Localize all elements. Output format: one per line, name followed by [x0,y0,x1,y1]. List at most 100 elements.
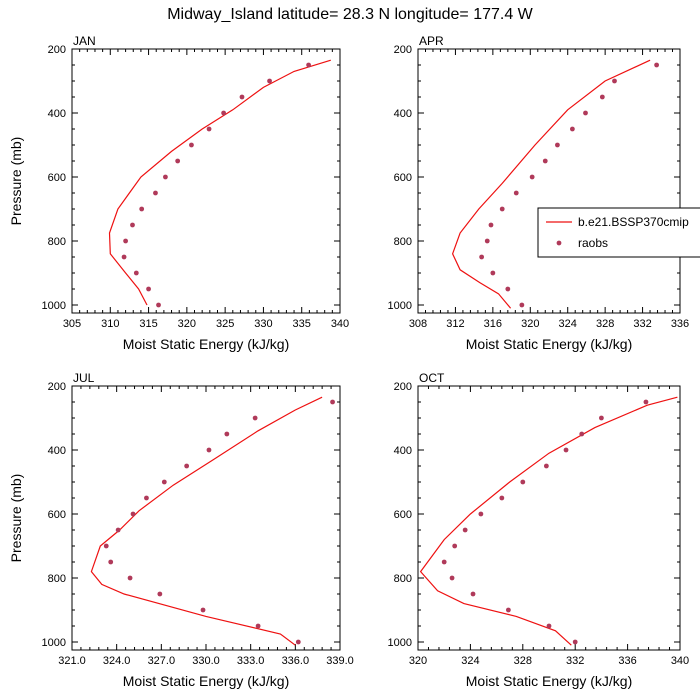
jul-raobs-point [295,639,301,645]
jan-y-tick-label: 200 [48,44,66,56]
oct-raobs-point [449,575,455,581]
oct-x-tick-label: 320 [409,655,427,667]
jan-x-tick-label: 305 [63,318,81,330]
jan-raobs-point [206,126,212,132]
jan-x-tick-label: 340 [331,318,349,330]
legend-box [537,207,700,258]
jul-x-tick-label: 339.0 [326,655,354,667]
oct-model-line [419,396,678,646]
oct-y-tick-label: 800 [394,573,412,585]
jul-y-tick-label: 800 [48,573,66,585]
jul-raobs-point [103,543,109,549]
oct-raobs-point [599,415,604,421]
apr-y-tick-label: 600 [394,172,412,184]
apr-raobs-point [583,110,588,116]
legend-obs-label: raobs [578,236,608,250]
jan-plot-frame [71,48,341,314]
oct-panel-title: OCT [419,371,445,385]
legend: b.e21.BSSP370cmip raobs [537,207,700,258]
jan-y-tick-label: 1000 [42,300,66,312]
apr-x-tick-label: 332 [633,318,651,330]
apr-y-tick-label: 400 [394,108,412,120]
jul-x-tick-label: 333.0 [237,655,265,667]
jul-x-tick-label: 336.0 [282,655,310,667]
jul-raobs-point [224,431,230,437]
jan-raobs-point [189,142,194,148]
oct-raobs-point [462,527,468,533]
jul-y-axis-label: Pressure (mb) [8,474,24,563]
apr-y-tick-label: 1000 [388,300,412,312]
apr-x-tick-label: 324 [559,318,577,330]
jan-raobs-point [146,286,151,292]
apr-raobs-point [484,238,490,244]
oct-y-tick-label: 600 [394,509,412,521]
jan-raobs-point [123,238,128,244]
apr-raobs-point [654,62,660,68]
jul-raobs-point [330,399,335,405]
jan-panel-title: JAN [73,34,96,48]
apr-raobs-point [505,286,511,292]
apr-x-tick-label: 316 [484,318,502,330]
jul-raobs-point [206,447,212,453]
jan-x-tick-label: 335 [293,318,311,330]
panel-jan: 305 310 315 320 325 330 335 340 200 400 600 800 1000… [8,34,349,352]
jan-raobs-point [306,62,312,68]
jul-y-tick-label: 200 [48,381,66,393]
apr-raobs-point [490,270,496,276]
oct-plot-frame [417,385,681,651]
jul-y-tick-label: 600 [48,509,66,521]
apr-panel-title: APR [419,34,444,48]
jan-x-tick-label: 330 [254,318,272,330]
apr-raobs-point [529,174,535,180]
panels: 305 310 315 320 325 330 335 340 200 400 600 800 1000… [8,34,689,689]
apr-raobs-point [499,206,505,212]
apr-raobs-point [569,126,575,132]
apr-raobs-point [519,302,525,308]
jan-x-axis-label: Moist Static Energy (kJ/kg) [123,336,290,352]
oct-x-axis-label: Moist Static Energy (kJ/kg) [466,673,633,689]
jul-x-tick-label: 327.0 [148,655,176,667]
jan-x-tick-label: 310 [101,318,119,330]
oct-raobs-point [643,399,649,405]
apr-raobs-point [599,94,605,100]
apr-x-tick-label: 328 [596,318,614,330]
legend-obs-swatch [556,240,562,246]
jan-model-line [108,59,331,306]
jan-raobs-point [133,270,139,276]
legend-model-label: b.e21.BSSP370cmip [578,215,689,229]
jul-x-axis-label: Moist Static Energy (kJ/kg) [123,673,290,689]
apr-raobs-point [488,222,494,228]
jan-raobs-point [153,190,158,196]
jul-raobs-point [161,479,167,485]
jul-raobs-point [184,463,190,469]
oct-y-tick-label: 400 [394,445,412,457]
oct-raobs-point [499,495,505,501]
apr-raobs-point [555,142,560,148]
jan-raobs-point [139,206,145,212]
oct-x-tick-label: 340 [671,655,689,667]
jan-y-axis-label: Pressure (mb) [8,137,24,226]
jul-x-tick-label: 330.0 [192,655,220,667]
jan-y-tick-label: 600 [48,172,66,184]
jul-plot-frame [71,385,341,651]
oct-raobs-point [546,623,552,629]
oct-y-tick-label: 200 [394,381,412,393]
jan-x-tick-label: 315 [139,318,157,330]
jul-raobs-point [130,511,136,517]
oct-raobs-point [452,543,458,549]
jul-model-line [90,396,323,646]
oct-raobs-point [572,639,578,645]
jan-y-tick-label: 800 [48,236,66,248]
jan-raobs-point [239,94,245,100]
jul-raobs-point [115,527,121,533]
jul-raobs-point [252,415,258,421]
apr-y-tick-label: 200 [394,44,412,56]
jul-x-tick-label: 324.0 [103,655,131,667]
jul-x-tick-label: 321.0 [58,655,86,667]
apr-x-tick-label: 320 [521,318,539,330]
oct-raobs-point [520,479,526,485]
oct-raobs-point [505,607,511,613]
oct-raobs-point [543,463,549,469]
jan-raobs-point [267,78,272,84]
jul-raobs-point [255,623,261,629]
